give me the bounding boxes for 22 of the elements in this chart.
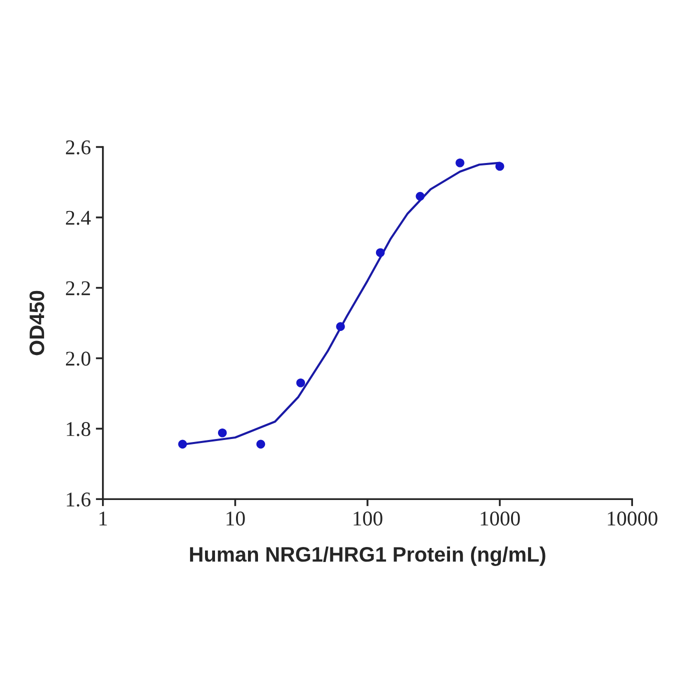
x-tick-label: 10 xyxy=(226,512,245,526)
x-tick-label: 1000 xyxy=(480,512,520,526)
y-tick-label: 2.6 xyxy=(66,140,90,155)
y-tick-label: 1.6 xyxy=(66,492,90,507)
x-tick-label: 10000 xyxy=(608,512,658,526)
point xyxy=(376,248,385,258)
point xyxy=(456,158,464,168)
x-tick-label: 100 xyxy=(354,512,382,526)
x-axis-title: Human NRG1/HRG1 Protein (ng/mL) xyxy=(190,546,546,566)
y-axis-title: OD450 xyxy=(30,290,44,356)
y-tick-label: 2.0 xyxy=(66,352,90,366)
point xyxy=(495,162,504,171)
x-tick-label: 1 xyxy=(100,512,107,526)
y-tick-label: 1.8 xyxy=(66,422,90,436)
point xyxy=(256,440,266,449)
point xyxy=(218,428,227,438)
y-tick-label: 2.2 xyxy=(66,281,90,296)
y-tick-label: 2.4 xyxy=(66,210,91,225)
point xyxy=(296,378,306,388)
point xyxy=(336,322,345,331)
point xyxy=(416,192,425,201)
point xyxy=(178,440,187,449)
